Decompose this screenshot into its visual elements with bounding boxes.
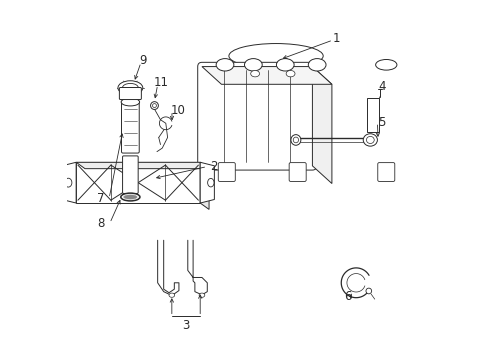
Ellipse shape: [366, 136, 373, 144]
FancyBboxPatch shape: [197, 62, 316, 170]
Ellipse shape: [65, 178, 72, 187]
Ellipse shape: [216, 59, 233, 71]
Ellipse shape: [250, 71, 259, 77]
Ellipse shape: [365, 288, 371, 294]
Bar: [366, 99, 378, 132]
Polygon shape: [202, 67, 331, 84]
FancyBboxPatch shape: [288, 163, 305, 181]
Polygon shape: [62, 162, 76, 203]
Ellipse shape: [290, 135, 300, 145]
Text: 3: 3: [182, 319, 189, 332]
Ellipse shape: [363, 134, 377, 146]
Ellipse shape: [150, 102, 158, 109]
Ellipse shape: [199, 293, 204, 297]
Polygon shape: [312, 67, 331, 184]
Ellipse shape: [285, 71, 294, 77]
FancyBboxPatch shape: [121, 100, 139, 153]
Text: 8: 8: [97, 217, 104, 230]
Ellipse shape: [121, 98, 139, 106]
Ellipse shape: [169, 293, 174, 297]
Ellipse shape: [152, 104, 156, 108]
Ellipse shape: [122, 84, 138, 92]
Text: 2: 2: [210, 160, 218, 173]
Text: 6: 6: [344, 290, 351, 303]
Polygon shape: [76, 162, 209, 168]
FancyBboxPatch shape: [119, 87, 141, 100]
FancyBboxPatch shape: [122, 156, 138, 193]
Text: 5: 5: [378, 116, 385, 129]
Ellipse shape: [293, 137, 298, 143]
Text: 1: 1: [332, 32, 340, 45]
Text: 7: 7: [97, 192, 104, 205]
Ellipse shape: [228, 44, 323, 68]
Polygon shape: [200, 162, 209, 210]
Ellipse shape: [375, 59, 396, 70]
Polygon shape: [76, 162, 200, 203]
Ellipse shape: [207, 179, 214, 187]
Text: 10: 10: [170, 104, 185, 117]
Ellipse shape: [307, 59, 325, 71]
Ellipse shape: [121, 193, 140, 201]
Ellipse shape: [123, 195, 137, 199]
FancyBboxPatch shape: [218, 163, 235, 181]
Ellipse shape: [276, 59, 293, 71]
FancyBboxPatch shape: [430, 163, 447, 181]
Text: 9: 9: [140, 54, 147, 67]
Text: 11: 11: [153, 76, 168, 89]
Text: 4: 4: [378, 80, 385, 93]
Ellipse shape: [244, 59, 262, 71]
FancyBboxPatch shape: [377, 163, 394, 181]
Polygon shape: [200, 162, 214, 203]
Ellipse shape: [118, 81, 142, 95]
